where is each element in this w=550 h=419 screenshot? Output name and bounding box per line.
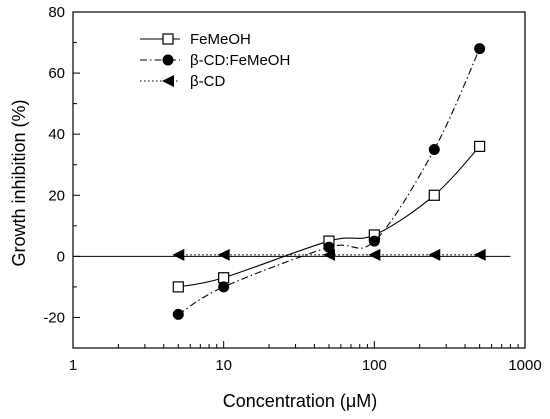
y-tick-label: 40 — [48, 126, 65, 143]
data-point — [368, 248, 381, 261]
x-tick-label: 100 — [362, 357, 387, 374]
series-3 — [172, 248, 486, 261]
axes: 1 10 100 1000 -20 0 20 40 60 80 — [43, 4, 541, 374]
x-tick-label: 1000 — [508, 357, 541, 374]
legend-item: FeMeOH — [140, 31, 251, 48]
data-point — [474, 43, 486, 55]
x-tick-label: 1 — [69, 357, 77, 374]
data-point — [218, 281, 230, 293]
data-point — [322, 248, 335, 261]
series-2 — [172, 43, 486, 320]
legend-marker — [162, 54, 174, 66]
data-point — [474, 140, 486, 152]
data-point — [172, 281, 184, 293]
legend-label: β-CD — [190, 73, 225, 90]
data-point — [473, 248, 486, 261]
data-point — [428, 248, 441, 261]
series-line — [178, 146, 481, 288]
data-point — [172, 308, 184, 320]
y-tick-label: 60 — [48, 65, 65, 82]
series-layer — [172, 43, 486, 320]
legend-item: β-CD:FeMeOH — [140, 52, 290, 69]
data-point — [428, 143, 440, 155]
legend-label: β-CD:FeMeOH — [190, 52, 290, 69]
series-1 — [172, 140, 486, 293]
y-tick-label: 80 — [48, 4, 65, 21]
y-tick-label: -20 — [43, 309, 65, 326]
data-point — [368, 235, 380, 247]
y-tick-label: 20 — [48, 187, 65, 204]
legend-item: β-CD — [140, 73, 225, 90]
legend: FeMeOH β-CD:FeMeOH β-CD — [140, 31, 290, 90]
y-tick-label: 0 — [57, 248, 65, 265]
data-point — [428, 189, 440, 201]
plot-frame — [72, 11, 526, 349]
data-point — [172, 248, 185, 261]
series-line — [178, 48, 481, 315]
x-axis-title: Concentration (μM) — [223, 391, 377, 411]
legend-marker — [162, 33, 174, 45]
legend-marker — [162, 75, 174, 87]
data-point — [323, 241, 335, 253]
data-point — [217, 248, 230, 261]
data-point — [218, 272, 230, 284]
x-tick-label: 10 — [215, 357, 232, 374]
y-axis-title: Growth inhibition (%) — [9, 99, 29, 266]
legend-label: FeMeOH — [190, 31, 251, 48]
